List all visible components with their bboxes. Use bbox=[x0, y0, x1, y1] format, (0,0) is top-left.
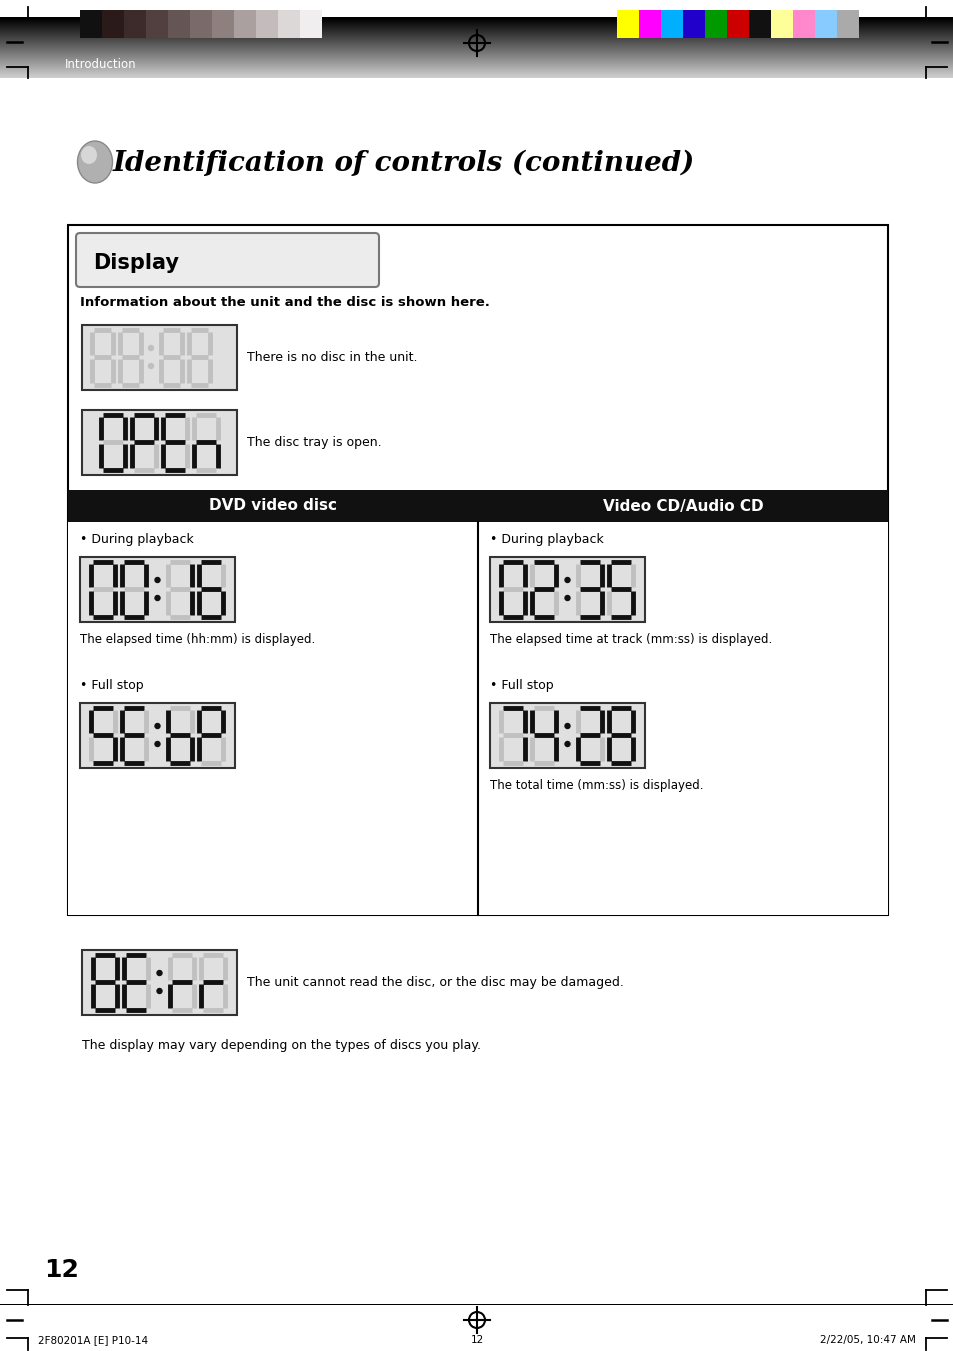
Bar bbox=[726, 9, 748, 38]
Bar bbox=[82, 409, 236, 476]
Bar bbox=[277, 9, 299, 38]
Text: Information about the unit and the disc is shown here.: Information about the unit and the disc … bbox=[80, 296, 489, 309]
Bar bbox=[477, 490, 887, 521]
Bar bbox=[617, 9, 639, 38]
Bar bbox=[0, 16, 953, 18]
Bar bbox=[770, 9, 792, 38]
Bar bbox=[490, 557, 644, 621]
Text: • Full stop: • Full stop bbox=[490, 678, 553, 692]
Circle shape bbox=[564, 742, 569, 747]
Circle shape bbox=[149, 346, 153, 350]
Text: • During playback: • During playback bbox=[490, 534, 603, 547]
Bar bbox=[836, 9, 858, 38]
Circle shape bbox=[154, 577, 160, 582]
Bar bbox=[299, 9, 322, 38]
Bar bbox=[124, 9, 146, 38]
Text: 12: 12 bbox=[470, 1335, 483, 1346]
Text: The elapsed time (hh:mm) is displayed.: The elapsed time (hh:mm) is displayed. bbox=[80, 634, 314, 647]
Bar bbox=[682, 9, 704, 38]
Text: Identification of controls (continued): Identification of controls (continued) bbox=[112, 150, 695, 177]
Bar bbox=[255, 9, 277, 38]
Bar bbox=[233, 9, 255, 38]
Text: There is no disc in the unit.: There is no disc in the unit. bbox=[247, 351, 417, 363]
Text: Video CD/Audio CD: Video CD/Audio CD bbox=[602, 499, 762, 513]
Bar bbox=[68, 490, 477, 521]
Text: The elapsed time at track (mm:ss) is displayed.: The elapsed time at track (mm:ss) is dis… bbox=[490, 634, 771, 647]
Bar bbox=[704, 9, 726, 38]
Bar bbox=[168, 9, 190, 38]
Circle shape bbox=[154, 742, 160, 747]
Circle shape bbox=[157, 970, 162, 975]
Bar bbox=[80, 9, 102, 38]
Circle shape bbox=[564, 577, 569, 582]
Bar bbox=[0, 1304, 953, 1305]
Bar bbox=[748, 9, 770, 38]
Bar bbox=[212, 9, 233, 38]
Bar bbox=[82, 950, 236, 1015]
Text: • During playback: • During playback bbox=[80, 534, 193, 547]
Bar bbox=[82, 326, 236, 390]
Circle shape bbox=[564, 724, 569, 728]
Text: 12: 12 bbox=[45, 1258, 79, 1282]
Text: 2F80201A [E] P10-14: 2F80201A [E] P10-14 bbox=[38, 1335, 148, 1346]
Text: Display: Display bbox=[92, 253, 179, 273]
Bar bbox=[190, 9, 212, 38]
Circle shape bbox=[564, 596, 569, 600]
Bar bbox=[660, 9, 682, 38]
Text: The display may vary depending on the types of discs you play.: The display may vary depending on the ty… bbox=[82, 1039, 480, 1051]
Circle shape bbox=[149, 363, 153, 369]
Circle shape bbox=[157, 989, 162, 993]
Text: The disc tray is open.: The disc tray is open. bbox=[247, 436, 381, 449]
Text: Introduction: Introduction bbox=[65, 58, 136, 72]
Bar bbox=[80, 557, 234, 621]
Bar bbox=[68, 226, 887, 915]
Bar bbox=[68, 521, 887, 915]
Text: The unit cannot read the disc, or the disc may be damaged.: The unit cannot read the disc, or the di… bbox=[247, 975, 623, 989]
Text: 2/22/05, 10:47 AM: 2/22/05, 10:47 AM bbox=[820, 1335, 915, 1346]
FancyBboxPatch shape bbox=[76, 232, 378, 286]
Bar bbox=[490, 703, 644, 767]
Ellipse shape bbox=[77, 141, 112, 182]
Ellipse shape bbox=[81, 146, 97, 163]
Text: The total time (mm:ss) is displayed.: The total time (mm:ss) is displayed. bbox=[490, 780, 702, 793]
Bar bbox=[146, 9, 168, 38]
Circle shape bbox=[154, 724, 160, 728]
Bar bbox=[639, 9, 660, 38]
Text: DVD video disc: DVD video disc bbox=[209, 499, 336, 513]
Bar bbox=[814, 9, 836, 38]
Circle shape bbox=[154, 596, 160, 600]
Bar bbox=[102, 9, 124, 38]
Bar bbox=[792, 9, 814, 38]
Bar bbox=[80, 703, 234, 767]
Text: • Full stop: • Full stop bbox=[80, 678, 144, 692]
